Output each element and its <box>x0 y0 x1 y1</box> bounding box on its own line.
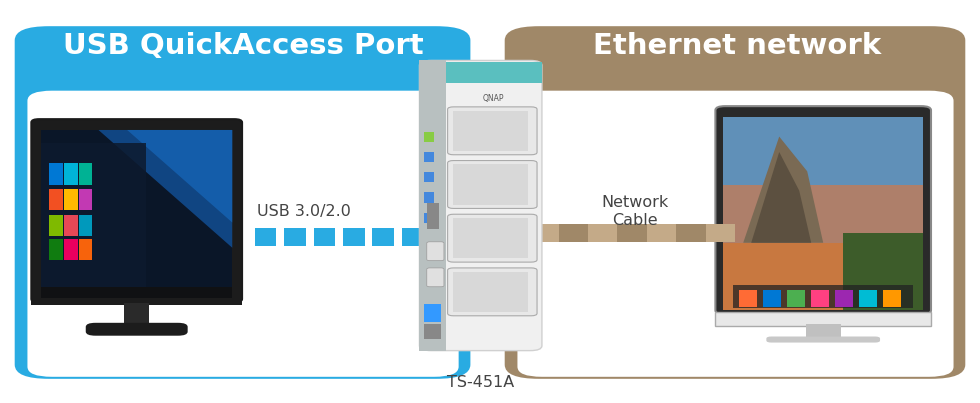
Text: USB QuickAccess Port: USB QuickAccess Port <box>63 32 423 60</box>
Bar <box>402 228 423 246</box>
Bar <box>421 271 461 280</box>
Bar <box>715 312 931 326</box>
FancyBboxPatch shape <box>15 26 470 379</box>
Text: TS-451A: TS-451A <box>447 375 514 391</box>
Polygon shape <box>752 152 811 243</box>
Bar <box>647 224 676 242</box>
Bar <box>617 224 647 242</box>
Bar <box>723 117 923 243</box>
FancyBboxPatch shape <box>86 323 188 336</box>
Bar <box>723 243 923 310</box>
Bar <box>284 228 306 246</box>
Bar <box>78 189 91 210</box>
Bar <box>453 164 528 205</box>
Bar <box>424 304 441 322</box>
Bar <box>49 239 63 260</box>
Bar <box>421 259 461 268</box>
FancyBboxPatch shape <box>419 60 542 351</box>
Bar <box>64 189 77 210</box>
FancyBboxPatch shape <box>448 214 537 262</box>
Text: Network
Cable: Network Cable <box>602 195 668 228</box>
Bar <box>421 283 461 292</box>
Bar <box>421 320 461 328</box>
Bar <box>883 290 902 307</box>
Bar <box>421 247 461 256</box>
Polygon shape <box>743 137 823 243</box>
FancyBboxPatch shape <box>426 242 444 261</box>
FancyBboxPatch shape <box>448 107 537 155</box>
Bar <box>453 218 528 258</box>
Bar <box>424 172 434 182</box>
Text: USB 3.0/2.0: USB 3.0/2.0 <box>257 204 351 219</box>
Bar <box>78 163 91 185</box>
Bar <box>835 290 854 307</box>
Polygon shape <box>98 130 232 248</box>
Bar <box>739 290 758 307</box>
FancyBboxPatch shape <box>426 268 444 287</box>
Bar <box>41 143 146 288</box>
Bar <box>49 163 63 185</box>
Bar <box>421 307 461 316</box>
Polygon shape <box>127 130 232 222</box>
Bar <box>31 300 242 305</box>
Bar <box>255 228 276 246</box>
Bar <box>424 213 434 223</box>
Bar <box>426 203 439 229</box>
Bar <box>424 131 434 142</box>
Bar <box>676 224 706 242</box>
Bar <box>588 224 617 242</box>
Bar <box>64 163 77 185</box>
Bar <box>64 215 77 236</box>
FancyBboxPatch shape <box>448 268 537 316</box>
Bar <box>529 224 559 242</box>
Bar <box>343 228 365 246</box>
FancyBboxPatch shape <box>31 119 242 302</box>
FancyBboxPatch shape <box>505 26 965 379</box>
Bar <box>49 189 63 210</box>
Bar <box>859 290 877 307</box>
Bar <box>811 290 829 307</box>
Bar <box>78 239 91 260</box>
FancyBboxPatch shape <box>517 91 954 377</box>
FancyBboxPatch shape <box>448 160 537 208</box>
Bar <box>41 287 232 298</box>
Bar <box>723 185 923 243</box>
Bar <box>421 295 461 304</box>
Bar <box>559 224 588 242</box>
Bar <box>806 324 841 341</box>
Bar <box>123 303 149 324</box>
Bar <box>733 285 913 308</box>
Bar <box>419 60 447 351</box>
Bar <box>424 193 434 203</box>
Bar <box>424 324 441 339</box>
Text: Ethernet network: Ethernet network <box>593 32 881 60</box>
Bar <box>372 228 394 246</box>
FancyBboxPatch shape <box>766 337 880 343</box>
Bar <box>314 228 335 246</box>
Bar <box>421 228 461 246</box>
Text: QNAP: QNAP <box>482 93 504 103</box>
Bar <box>78 215 91 236</box>
Bar <box>424 152 434 162</box>
Bar <box>500 224 529 242</box>
FancyBboxPatch shape <box>27 91 459 377</box>
Bar <box>843 233 923 310</box>
Bar <box>447 62 542 83</box>
Bar <box>41 130 232 298</box>
Bar <box>64 239 77 260</box>
Bar <box>706 224 735 242</box>
Bar <box>763 290 781 307</box>
Bar <box>49 215 63 236</box>
Bar <box>453 272 528 312</box>
FancyBboxPatch shape <box>715 106 931 314</box>
Bar <box>787 290 806 307</box>
Bar <box>453 111 528 151</box>
